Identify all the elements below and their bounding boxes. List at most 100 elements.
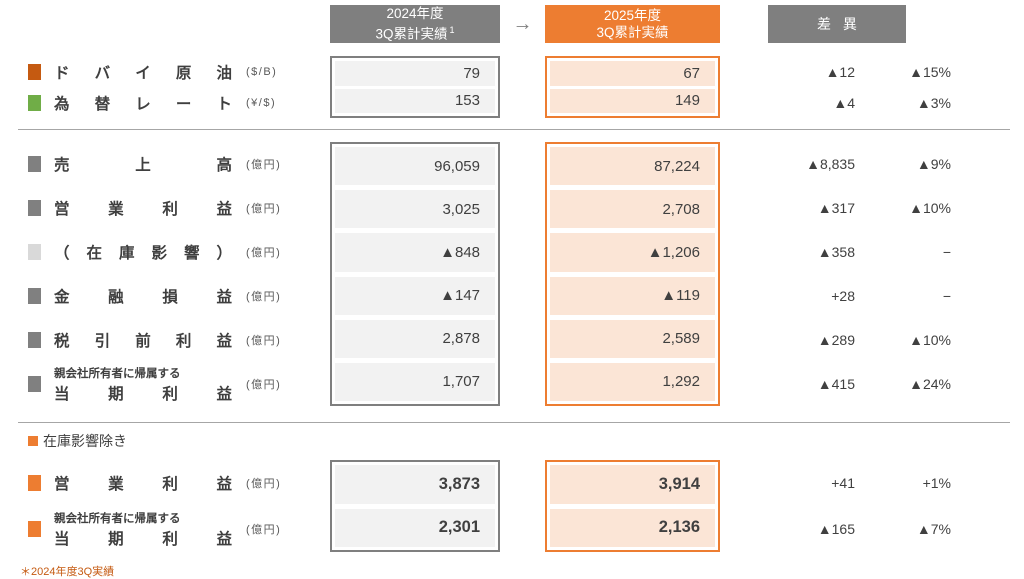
header-2025-line2: 3Q累計実績: [596, 25, 669, 40]
row-label: 当期利益: [54, 530, 232, 548]
header-2025-line1: 2025年度: [603, 8, 662, 23]
diff-value: ▲289: [817, 332, 855, 348]
value-2025: 87,224: [550, 147, 715, 186]
row-marker: [28, 376, 41, 392]
ex-inventory-band: 営業利益 (億円) +41 +1% 親会社所有者に帰属する 当期利益 (億円) …: [0, 460, 1024, 552]
row-unit: (億円): [246, 291, 282, 303]
diff-value: +28: [831, 288, 855, 304]
table-header-row: 2024年度 3Q累計実績 1 → 2025年度 3Q累計実績 差 異: [0, 5, 1024, 43]
row-unit: ($/B): [246, 65, 278, 78]
row-marker: [28, 288, 41, 304]
diff-percent: ▲3%: [916, 94, 951, 111]
row-unit: (億円): [246, 247, 282, 259]
row-unit: (億円): [246, 335, 282, 347]
value-2025: 2,136: [550, 508, 715, 547]
header-2024-line2: 3Q累計実績 1: [375, 25, 455, 42]
diff-percent: ▲10%: [909, 332, 951, 348]
diff-percent: +1%: [922, 475, 951, 491]
row-unit: (億円): [246, 159, 282, 171]
indicators-band: ドバイ原油 ($/B) ▲12 ▲15% 為替レート (¥/$) ▲4 ▲3% …: [0, 56, 1024, 118]
value-2024: 153: [335, 88, 495, 113]
value-2024: 1,707: [335, 362, 495, 402]
row-label-sub: 親会社所有者に帰属する: [54, 367, 181, 380]
row-label: 売上高: [54, 157, 232, 174]
row-label-wrap: 売上高: [54, 153, 232, 175]
value-2024: 3,025: [335, 190, 495, 229]
diff-value: ▲415: [817, 376, 855, 392]
row-label-wrap: 親会社所有者に帰属する 当期利益: [54, 365, 232, 404]
diff-percent: ▲10%: [909, 200, 951, 216]
value-2024: 2,878: [335, 319, 495, 358]
row-unit: (億円): [246, 379, 282, 391]
header-difference: 差 異: [768, 5, 906, 43]
row-unit: (億円): [246, 524, 282, 536]
row-label: 営業利益: [54, 201, 232, 218]
value-2025: ▲119: [550, 276, 715, 315]
row-marker: [28, 63, 41, 80]
diff-value: +41: [831, 475, 855, 491]
row-marker: [28, 332, 41, 348]
divider: [18, 422, 1010, 423]
row-label-wrap: 金融損益: [54, 285, 232, 307]
value-2025: 149: [550, 88, 715, 113]
row-unit: (億円): [246, 478, 282, 490]
group-box-2024: 79 153: [330, 56, 500, 118]
section-title-text: 在庫影響除き: [43, 433, 127, 449]
section-title-ex-inventory: 在庫影響除き: [0, 432, 1024, 450]
row-marker: [28, 244, 41, 260]
row-label: 当期利益: [54, 385, 232, 403]
value-2024: 79: [335, 61, 495, 86]
header-2024: 2024年度 3Q累計実績 1: [330, 5, 500, 43]
group-box-2024: 3,873 2,301: [330, 460, 500, 552]
value-2024: ▲147: [335, 276, 495, 315]
row-label-wrap: 営業利益: [54, 472, 232, 494]
row-label: ドバイ原油: [54, 64, 232, 82]
row-label: 営業利益: [54, 476, 232, 493]
value-2024: 3,873: [335, 465, 495, 504]
orange-square-bullet-icon: [28, 436, 38, 446]
header-2024-line1: 2024年度: [386, 6, 444, 22]
diff-value: ▲4: [833, 94, 855, 111]
row-marker: [28, 200, 41, 216]
row-marker: [28, 94, 41, 111]
group-box-2025: 67 149: [545, 56, 720, 118]
value-2025: 1,292: [550, 362, 715, 402]
diff-value: ▲165: [817, 521, 855, 537]
diff-percent: ▲15%: [909, 63, 951, 80]
diff-percent: ▲9%: [916, 156, 951, 172]
row-label-wrap: 営業利益: [54, 197, 232, 219]
row-marker: [28, 156, 41, 172]
value-2025: 2,589: [550, 319, 715, 358]
row-unit: (¥/$): [246, 96, 277, 109]
value-2025: ▲1,206: [550, 233, 715, 272]
value-2024: 96,059: [335, 147, 495, 186]
row-unit: (億円): [246, 203, 282, 215]
pl-band: 売上高 (億円) ▲8,835 ▲9% 営業利益 (億円) ▲317 ▲10% …: [0, 142, 1024, 406]
diff-value: ▲358: [817, 244, 855, 260]
value-2024: ▲848: [335, 233, 495, 272]
value-2025: 3,914: [550, 465, 715, 504]
diff-percent: −: [942, 288, 951, 304]
diff-value: ▲12: [825, 63, 855, 80]
row-marker: [28, 475, 41, 491]
divider: [18, 129, 1010, 130]
value-2024: 2,301: [335, 508, 495, 547]
header-2025: 2025年度 3Q累計実績: [545, 5, 720, 43]
row-label: （在庫影響）: [54, 245, 232, 262]
row-label: 税引前利益: [54, 333, 232, 350]
diff-percent: ▲24%: [909, 376, 951, 392]
group-box-2025: 87,224 2,708 ▲1,206 ▲119 2,589 1,292: [545, 142, 720, 406]
diff-percent: ▲7%: [916, 521, 951, 537]
row-label: 金融損益: [54, 289, 232, 306]
row-label-sub: 親会社所有者に帰属する: [54, 512, 181, 525]
diff-percent: −: [942, 244, 951, 260]
group-box-2024: 96,059 3,025 ▲848 ▲147 2,878 1,707: [330, 142, 500, 406]
row-label-wrap: 親会社所有者に帰属する 当期利益: [54, 510, 232, 549]
group-box-2025: 3,914 2,136: [545, 460, 720, 552]
value-2025: 2,708: [550, 190, 715, 229]
value-2025: 67: [550, 61, 715, 86]
diff-value: ▲317: [817, 200, 855, 216]
row-label-wrap: ドバイ原油: [54, 61, 232, 83]
footnote: ＊2024年度3Q実績: [20, 566, 115, 578]
diff-value: ▲8,835: [806, 156, 855, 172]
